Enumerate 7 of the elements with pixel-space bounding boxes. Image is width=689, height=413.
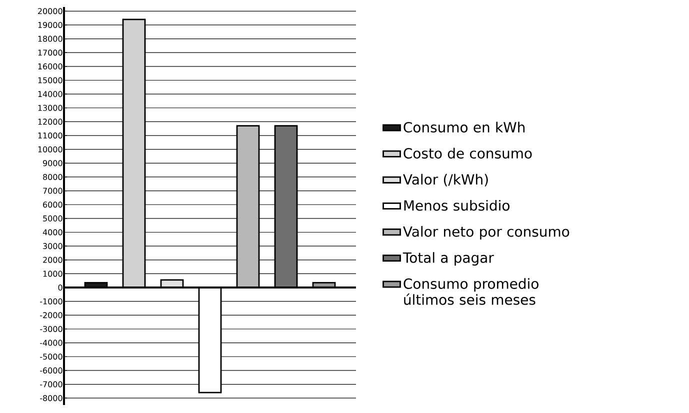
legend-label: Valor neto por consumo bbox=[403, 226, 570, 240]
legend-label: Consumo en kWh bbox=[404, 122, 525, 133]
legend-label: Valor (/kWh) bbox=[403, 174, 488, 186]
legend-label: Menos subsidio bbox=[404, 200, 510, 211]
legend-label: Consumo promedio últimos seis meses bbox=[404, 278, 538, 305]
legend-label: Costo de consumo bbox=[404, 148, 532, 159]
legend-label: Total a pagar bbox=[402, 252, 494, 266]
